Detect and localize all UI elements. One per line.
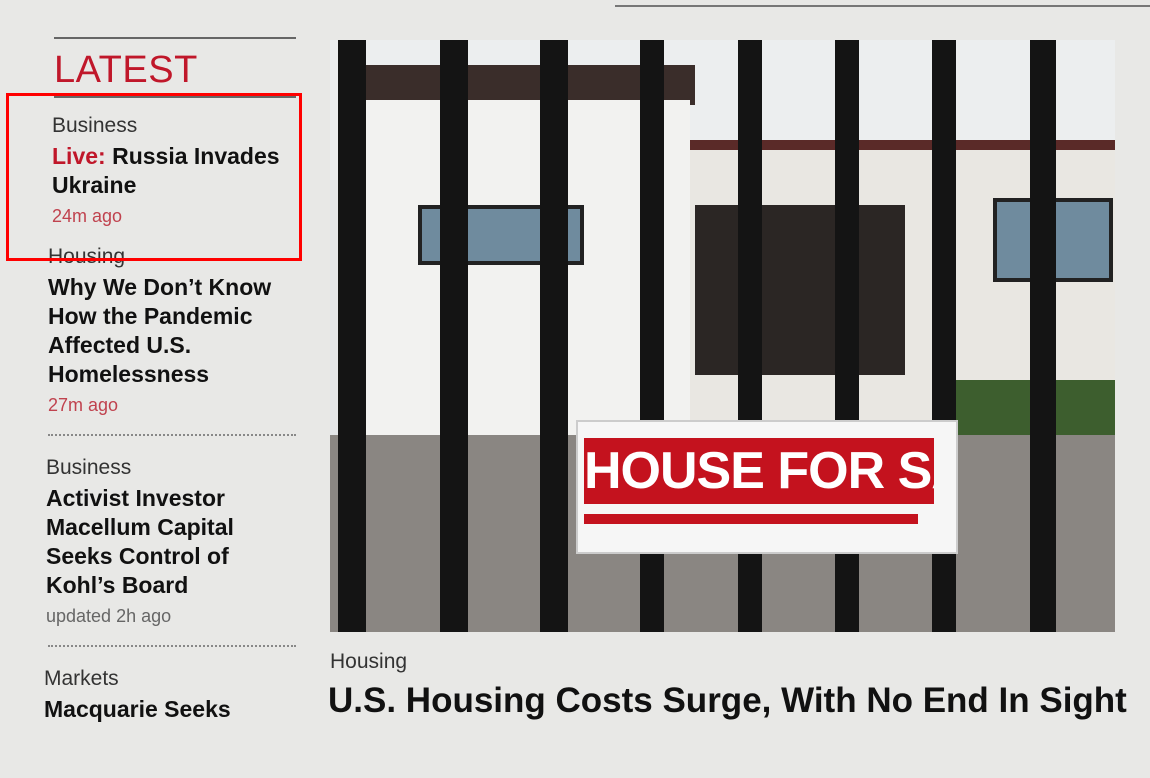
sign-strip — [584, 514, 918, 524]
list-item[interactable]: Business Activist Investor Macellum Capi… — [44, 456, 296, 627]
item-title[interactable]: Why We Don’t Know How the Pandemic Affec… — [48, 274, 272, 387]
list-item[interactable]: Markets Macquarie Seeks — [44, 667, 296, 724]
highlight-box — [6, 93, 302, 261]
image-fence-bar — [338, 40, 366, 632]
item-category[interactable]: Housing — [48, 245, 126, 268]
live-label: Live: — [52, 143, 106, 169]
image-house — [360, 100, 690, 435]
image-lawn — [940, 380, 1115, 440]
divider — [54, 96, 296, 98]
item-time: 24m ago — [52, 206, 123, 226]
item-time: 27m ago — [48, 395, 119, 415]
image-door — [695, 205, 905, 375]
latest-heading: LATEST — [54, 49, 198, 91]
item-title[interactable]: Macquarie Seeks — [44, 696, 231, 722]
item-title[interactable]: Live: Russia Invades Ukraine — [52, 142, 296, 200]
item-category[interactable]: Markets — [44, 667, 119, 690]
for-sale-sign: HOUSE FOR SALE — [576, 420, 958, 554]
item-category[interactable]: Business — [46, 456, 132, 479]
image-fence-bar — [540, 40, 568, 632]
divider — [48, 434, 296, 436]
image-fence-bar — [1030, 40, 1056, 632]
list-item[interactable]: Business Live: Russia Invades Ukraine 24… — [44, 114, 296, 227]
article-headline[interactable]: U.S. Housing Costs Surge, With No End In… — [328, 681, 1127, 720]
top-divider — [615, 5, 1150, 7]
image-fence-bar — [440, 40, 468, 632]
item-title-text[interactable]: Russia Invades Ukraine — [52, 143, 280, 198]
divider — [48, 645, 296, 647]
divider — [54, 37, 296, 39]
latest-sidebar: LATEST Business Live: Russia Invades Ukr… — [44, 37, 296, 724]
list-item[interactable]: Housing Why We Don’t Know How the Pandem… — [44, 245, 296, 416]
article-image[interactable]: HOUSE FOR SALE — [330, 40, 1115, 632]
item-title[interactable]: Activist Investor Macellum Capital Seeks… — [46, 485, 234, 598]
image-roof — [360, 65, 695, 105]
article-category[interactable]: Housing — [330, 650, 408, 673]
sign-text: HOUSE FOR SALE — [584, 438, 934, 504]
item-category[interactable]: Business — [52, 114, 138, 137]
item-time: updated 2h ago — [46, 606, 172, 626]
